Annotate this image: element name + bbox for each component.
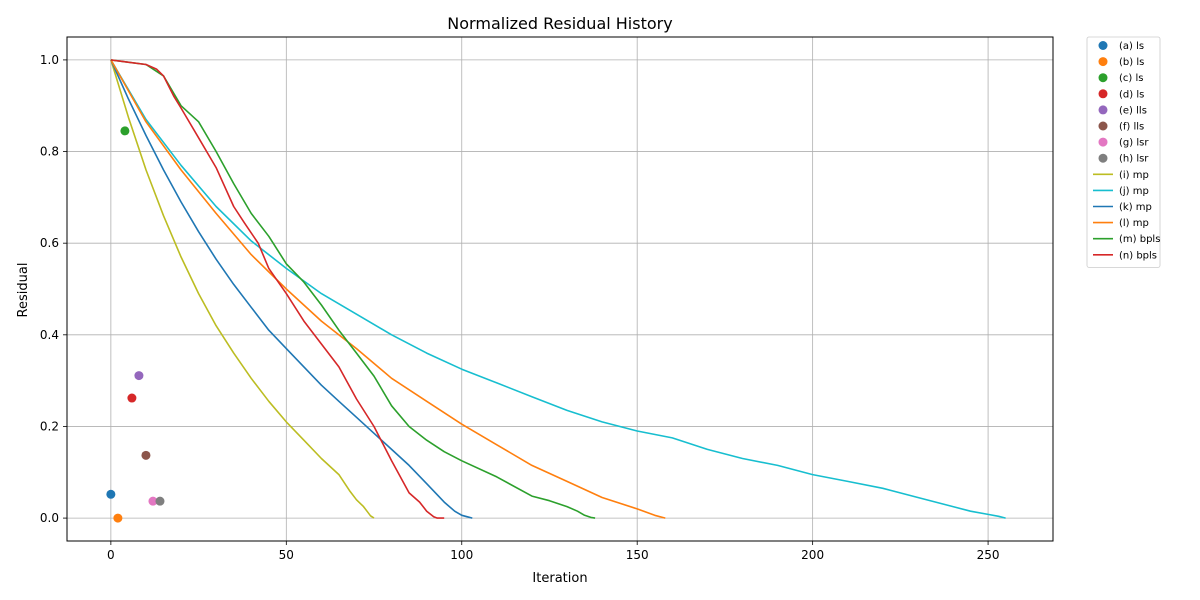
- legend-point-marker: [1098, 57, 1108, 67]
- series-point-e-lls: [134, 371, 144, 381]
- legend-box: [1086, 36, 1161, 268]
- chart-title: Normalized Residual History: [447, 14, 672, 33]
- series-point-g-lsr: [148, 496, 158, 506]
- legend-label: (j) mp: [1119, 186, 1149, 197]
- legend-point-marker: [1098, 137, 1108, 147]
- x-tick-label: 200: [801, 548, 824, 562]
- x-axis-label: Iteration: [532, 571, 587, 586]
- legend-label: (b) ls: [1119, 57, 1144, 68]
- y-tick-label: 0.0: [40, 511, 59, 525]
- legend-label: (n) bpls: [1119, 250, 1157, 261]
- series-line-k-mp: [110, 59, 473, 519]
- y-tick-label: 0.8: [40, 145, 59, 159]
- series-line-l-mp: [110, 59, 666, 519]
- legend-label: (h) lsr: [1119, 154, 1149, 165]
- y-axis-label: Residual: [16, 263, 31, 318]
- legend-point-marker: [1098, 121, 1108, 131]
- series-line-m-bpls: [110, 59, 596, 519]
- series-point-a-ls: [106, 489, 116, 499]
- y-tick-label: 0.2: [40, 419, 59, 433]
- series-point-h-lsr: [155, 496, 165, 506]
- series-point-d-ls: [127, 393, 137, 403]
- legend-point-marker: [1098, 41, 1108, 50]
- legend-label: (a) ls: [1119, 41, 1144, 52]
- x-tick-label: 100: [450, 548, 473, 562]
- legend-point-marker: [1098, 73, 1108, 83]
- series-line-n-bpls: [110, 59, 445, 519]
- legend-label: (k) mp: [1119, 202, 1152, 213]
- legend-point-marker: [1098, 89, 1108, 99]
- x-tick-label: 50: [279, 548, 294, 562]
- legend: (a) ls (b) ls (c) ls (d) ls (e) lls (f) lls (g…: [1086, 36, 1161, 268]
- legend-label: (f) lls: [1119, 122, 1144, 133]
- legend-label: (i) mp: [1119, 170, 1149, 181]
- legend-label: (d) ls: [1119, 89, 1144, 100]
- series-lines: [110, 59, 1006, 519]
- y-tick-label: 1.0: [40, 53, 59, 67]
- series-line-i-mp: [110, 59, 375, 519]
- series-point-f-lls: [141, 450, 151, 460]
- axis-ticks: 0 50 100 150 200 250 0.0 0.2 0.4 0.6 0.8 1.0: [40, 53, 1000, 562]
- plot-frame: [66, 36, 1054, 542]
- series-point-c-ls: [120, 126, 130, 136]
- legend-label: (m) bpls: [1119, 234, 1160, 245]
- series-line-j-mp: [110, 59, 1006, 519]
- x-tick-label: 250: [977, 548, 1000, 562]
- y-tick-label: 0.6: [40, 236, 59, 250]
- x-tick-label: 0: [107, 548, 115, 562]
- x-tick-label: 150: [626, 548, 649, 562]
- series-points: [106, 126, 165, 523]
- legend-point-marker: [1098, 105, 1108, 115]
- legend-label: (c) ls: [1119, 73, 1143, 84]
- legend-label: (l) mp: [1119, 218, 1149, 229]
- grid-lines: [67, 37, 1053, 541]
- y-tick-label: 0.4: [40, 328, 59, 342]
- legend-label: (g) lsr: [1119, 138, 1149, 149]
- legend-point-marker: [1098, 153, 1108, 163]
- legend-label: (e) lls: [1119, 105, 1147, 116]
- series-point-b-ls: [113, 513, 123, 523]
